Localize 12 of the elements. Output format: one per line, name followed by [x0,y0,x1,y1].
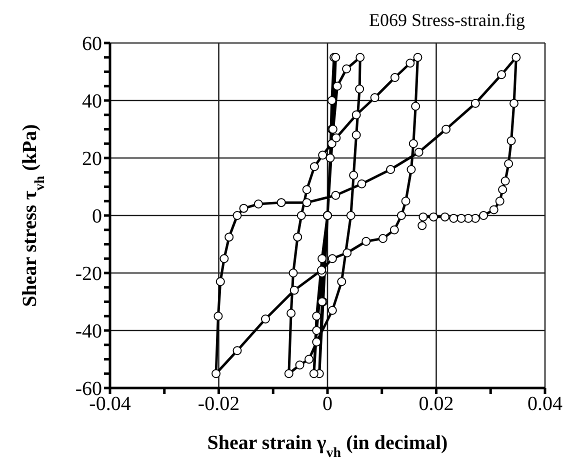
x-tick-label: 0.02 [418,393,454,416]
y-tick-label: 60 [82,33,102,56]
y-tick-label: -40 [75,320,102,343]
x-tick-label: 0.04 [528,393,562,416]
x-tick-label: 0 [322,393,332,416]
x-tick-label: -0.02 [198,393,240,416]
y-tick-label: 40 [82,90,102,113]
y-tick-label: 20 [82,148,102,170]
x-axis-title: Shear strain γ$_{vh}$ (in decimal) [207,432,448,460]
y-tick-label: -20 [75,263,102,286]
y-tick-label: 0 [92,206,102,228]
chart-title: E069 Stress-strain.fig [369,10,525,31]
